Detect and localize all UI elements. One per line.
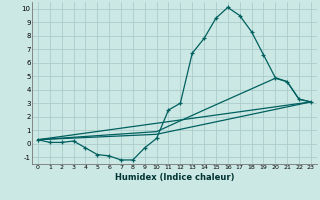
X-axis label: Humidex (Indice chaleur): Humidex (Indice chaleur) bbox=[115, 173, 234, 182]
